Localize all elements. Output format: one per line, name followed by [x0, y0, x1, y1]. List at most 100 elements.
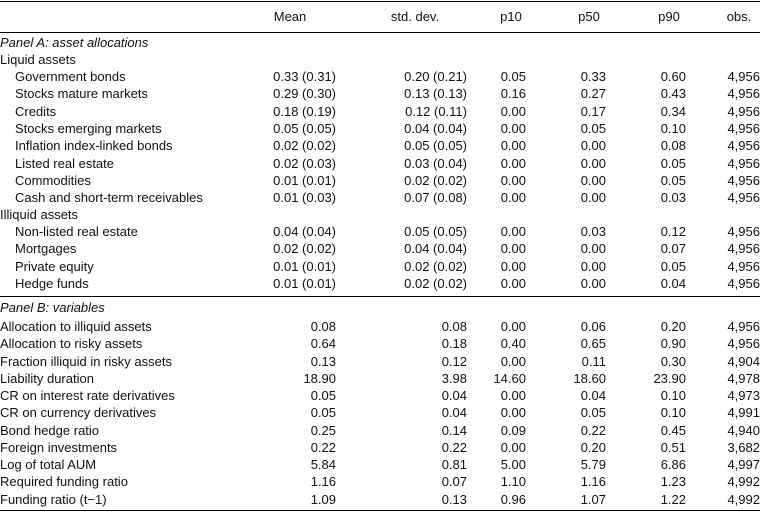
header-mean: Mean — [273, 9, 307, 24]
cell-p90: 0.03 — [660, 190, 686, 206]
top-rule — [0, 1, 760, 2]
cell-p90: 0.08 — [660, 138, 686, 154]
table-row: Liability duration 18.90 3.98 14.60 18.60 23.… — [0, 370, 760, 387]
table-row: CR on interest rate derivatives 0.05 0.04 0… — [0, 387, 760, 404]
cell-p10: 0.40 — [500, 336, 526, 352]
cell-p50: 0.00 — [580, 155, 606, 171]
cell-mean: 0.02 (0.02) — [273, 138, 336, 154]
cell-p10: 0.96 — [500, 491, 526, 507]
cell-p10: 0.00 — [500, 405, 526, 421]
cell-p50: 0.00 — [580, 275, 606, 291]
cell-sd: 0.02 (0.02) — [404, 258, 467, 274]
row-label: Log of total AUM — [0, 457, 97, 472]
cell-p10: 0.00 — [500, 353, 526, 369]
cell-p90: 23.90 — [653, 370, 686, 386]
cell-p90: 0.10 — [660, 120, 686, 136]
cell-p50: 0.27 — [580, 86, 606, 102]
cell-p10: 0.00 — [500, 275, 526, 291]
row-label: Allocation to risky assets — [0, 336, 143, 352]
cell-obs: 4,956 — [727, 258, 760, 274]
row-label: Credits — [15, 103, 57, 119]
cell-p90: 0.30 — [660, 353, 686, 369]
cell-p50: 1.07 — [580, 491, 606, 507]
row-label: Required funding ratio — [0, 474, 128, 490]
cell-sd: 0.22 — [441, 439, 467, 455]
cell-p90: 0.10 — [660, 405, 686, 421]
cell-p90: 0.34 — [660, 103, 686, 119]
cell-sd: 3.98 — [441, 370, 467, 386]
cell-obs: 4,956 — [727, 336, 760, 352]
table-row: Cash and short-term receivables 0.01 (0.0… — [0, 189, 760, 206]
row-label: Fraction illiquid in risky assets — [0, 353, 172, 369]
cell-obs: 4,991 — [727, 405, 760, 421]
cell-obs: 4,978 — [727, 370, 760, 386]
row-label: Funding ratio (t−1) — [0, 491, 107, 507]
cell-p90: 0.20 — [660, 319, 686, 334]
cell-mean: 18.90 — [303, 370, 336, 386]
table-row: Commodities 0.01 (0.01) 0.02 (0.02) 0.00 0.0… — [0, 172, 760, 189]
cell-p90: 0.10 — [660, 388, 686, 403]
panel-a-title: Panel A: asset allocations — [0, 35, 149, 50]
cell-sd: 0.07 — [441, 474, 467, 490]
table-row: Foreign investments 0.22 0.22 0.00 0.20 0.51 3… — [0, 439, 760, 456]
cell-p10: 0.05 — [500, 69, 526, 84]
cell-mean: 0.01 (0.03) — [273, 190, 336, 206]
cell-mean: 0.05 — [310, 405, 336, 421]
cell-p50: 0.04 — [580, 388, 606, 403]
cell-obs: 4,992 — [727, 491, 760, 507]
bottom-rule — [0, 510, 760, 511]
cell-p10: 0.00 — [500, 138, 526, 154]
cell-p10: 0.00 — [500, 103, 526, 119]
cell-mean: 0.13 — [310, 353, 336, 369]
row-label: Hedge funds — [15, 275, 89, 291]
row-label: Stocks emerging markets — [15, 120, 162, 136]
row-label: Cash and short-term receivables — [15, 190, 203, 206]
cell-mean: 1.16 — [310, 474, 336, 490]
table-row: Stocks mature markets 0.29 (0.30) 0.13 (0.… — [0, 85, 760, 102]
cell-mean: 0.33 (0.31) — [273, 69, 336, 84]
cell-p90: 0.12 — [660, 224, 686, 239]
cell-p10: 0.00 — [500, 258, 526, 274]
cell-sd: 0.12 (0.11) — [405, 103, 467, 119]
panel-b-title-row: Panel B: variables — [0, 299, 760, 316]
cell-obs: 4,956 — [727, 190, 760, 206]
cell-mean: 1.09 — [310, 491, 336, 507]
cell-p10: 0.16 — [500, 86, 526, 102]
cell-p90: 6.86 — [660, 457, 686, 472]
cell-mean: 0.64 — [310, 336, 336, 352]
cell-obs: 4,956 — [727, 86, 760, 102]
cell-sd: 0.13 — [441, 491, 467, 507]
table-row: Private equity 0.01 (0.01) 0.02 (0.02) 0.00… — [0, 258, 760, 275]
cell-sd: 0.20 (0.21) — [404, 69, 467, 84]
cell-obs: 4,992 — [727, 474, 760, 490]
cell-p50: 5.79 — [580, 457, 606, 472]
cell-sd: 0.02 (0.02) — [404, 172, 467, 188]
row-label: Liability duration — [0, 370, 94, 386]
cell-p90: 1.23 — [660, 474, 686, 490]
cell-mean: 0.01 (0.01) — [273, 172, 336, 188]
cell-obs: 4,956 — [727, 155, 760, 171]
cell-p50: 0.05 — [580, 405, 606, 421]
cell-obs: 4,956 — [727, 138, 760, 154]
cell-mean: 0.18 (0.19) — [273, 103, 336, 119]
cell-p50: 0.33 — [580, 69, 606, 84]
table-row: Bond hedge ratio 0.25 0.14 0.09 0.22 0.45 4,94… — [0, 422, 760, 439]
cell-obs: 4,956 — [727, 319, 760, 334]
cell-p10: 1.10 — [500, 474, 526, 490]
cell-obs: 4,956 — [727, 224, 760, 239]
cell-p50: 18.60 — [573, 370, 606, 386]
cell-obs: 4,904 — [727, 353, 760, 369]
cell-obs: 4,956 — [727, 241, 760, 257]
table-row: Government bonds 0.33 (0.31) 0.20 (0.21) 0.… — [0, 68, 760, 85]
cell-p10: 14.60 — [493, 370, 526, 386]
cell-mean: 0.05 — [310, 388, 336, 403]
cell-obs: 4,956 — [727, 275, 760, 291]
illiquid-assets-heading: Illiquid assets — [0, 207, 79, 222]
cell-p90: 1.22 — [660, 491, 686, 507]
row-label: Listed real estate — [15, 155, 115, 171]
cell-p10: 0.00 — [500, 439, 526, 455]
cell-p50: 1.16 — [580, 474, 606, 490]
cell-p50: 0.06 — [580, 319, 606, 334]
cell-p90: 0.51 — [660, 439, 686, 455]
cell-p10: 0.00 — [500, 319, 526, 334]
